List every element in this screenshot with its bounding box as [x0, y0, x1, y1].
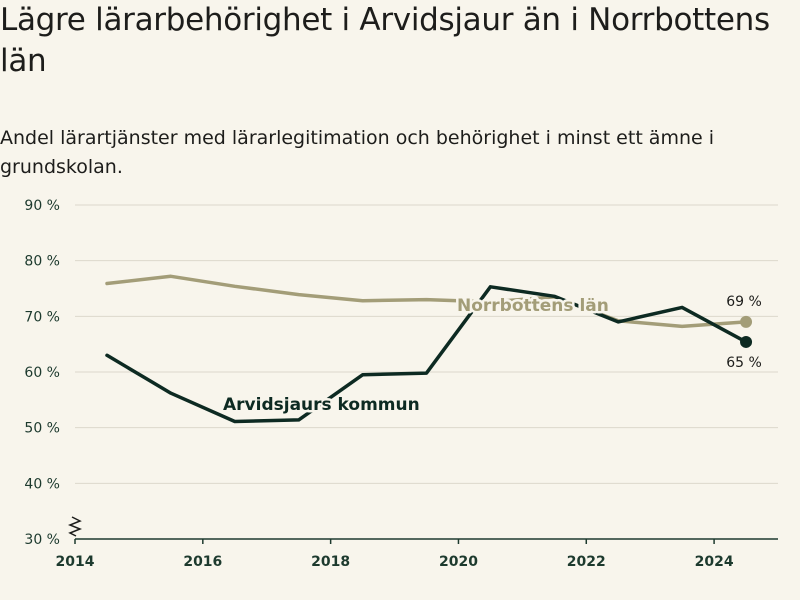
- y-axis-ticks: 30 % 40 % 50 % 60 % 70 % 80 % 90 %: [24, 198, 60, 548]
- y-tick-label: 70 %: [24, 309, 60, 325]
- y-tick-label: 60 %: [24, 365, 60, 381]
- series-line-0: [105, 274, 748, 329]
- chart-subtitle: Andel lärartjänster med lärarlegitimatio…: [0, 127, 715, 178]
- end-value-label: 65 %: [726, 355, 762, 371]
- x-axis: 2014 2016 2018 2020 2022 2024: [56, 516, 778, 570]
- series-name-label: Norrbottens län: [457, 296, 609, 316]
- series-labels: Norrbottens län Arvidsjaurs kommun 69 % 65 …: [221, 294, 762, 418]
- series-lines: [105, 274, 753, 424]
- series-name-label: Arvidsjaurs kommun: [223, 395, 420, 415]
- x-tick-label: 2022: [567, 554, 606, 570]
- series-endpoint-0: [740, 315, 753, 328]
- end-value-label: 69 %: [726, 294, 762, 310]
- y-tick-label: 30 %: [24, 532, 60, 548]
- y-tick-label: 50 %: [24, 421, 60, 437]
- x-tick-label: 2014: [56, 554, 95, 570]
- series-line-1: [105, 285, 748, 424]
- y-tick-label: 40 %: [24, 476, 60, 492]
- series-endpoint-1: [740, 335, 753, 348]
- y-tick-label: 80 %: [24, 254, 60, 270]
- y-tick-label: 90 %: [24, 198, 60, 214]
- x-tick-label: 2016: [183, 554, 222, 570]
- x-tick-label: 2020: [439, 554, 478, 570]
- chart-title: Lägre lärarbehörighet i Arvidsjaur än i …: [0, 2, 770, 79]
- gridlines: [75, 204, 778, 484]
- axis-break-icon: [67, 516, 83, 537]
- x-tick-label: 2018: [311, 554, 350, 570]
- x-tick-label: 2024: [695, 554, 734, 570]
